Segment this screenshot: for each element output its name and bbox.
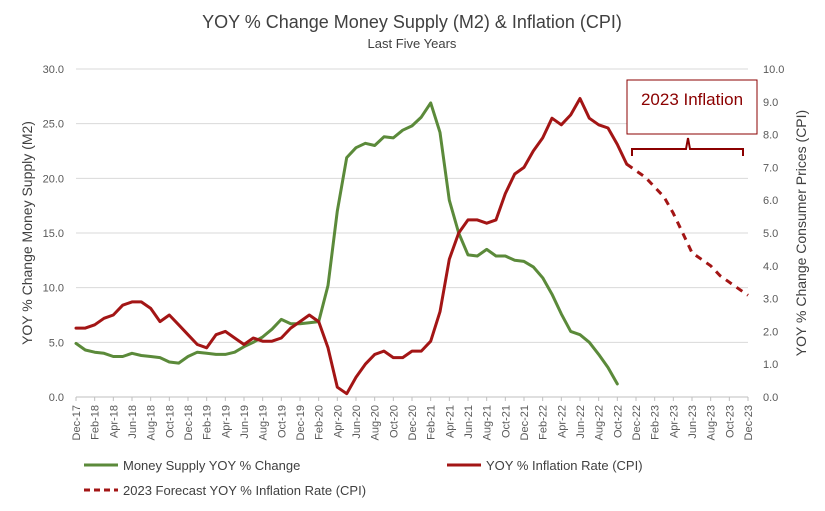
right-tick-label: 4.0 <box>763 261 778 273</box>
annotation-2023-inflation: 2023 Inflation <box>626 79 758 156</box>
annotation-brace <box>631 137 744 156</box>
x-tick-label: Feb-23 <box>650 405 662 440</box>
x-tick-label: Apr-19 <box>220 405 232 438</box>
x-tick-label: Oct-20 <box>388 405 400 438</box>
chart-title: YOY % Change Money Supply (M2) & Inflati… <box>202 12 622 32</box>
x-tick-label: Apr-18 <box>108 405 120 438</box>
legend-label-forecast: 2023 Forecast YOY % Inflation Rate (CPI) <box>123 483 366 498</box>
right-tick-label: 1.0 <box>763 359 778 371</box>
right-tick-label: 7.0 <box>763 162 778 174</box>
x-tick-label: Jun-18 <box>127 405 139 439</box>
series-line-2 <box>625 162 749 297</box>
left-tick-label: 5.0 <box>49 337 64 349</box>
series-line-0 <box>74 101 619 386</box>
right-tick-label: 10.0 <box>763 64 784 76</box>
x-tick-label: Apr-23 <box>668 405 680 438</box>
x-tick-label: Jun-21 <box>463 405 475 439</box>
left-axis-title: YOY % Change Money Supply (M2) <box>19 121 35 345</box>
left-tick-label: 0.0 <box>49 392 64 404</box>
legend-label-inflation: YOY % Inflation Rate (CPI) <box>486 458 643 473</box>
x-tick-label: Dec-22 <box>631 405 643 440</box>
x-tick-label: Jun-22 <box>575 405 587 439</box>
x-tick-label: Feb-19 <box>202 405 214 440</box>
x-tick-label: Jun-20 <box>351 405 363 439</box>
right-tick-label: 2.0 <box>763 326 778 338</box>
x-tick-label: Oct-18 <box>164 405 176 438</box>
chart-subtitle: Last Five Years <box>368 36 457 51</box>
x-tick-label: Aug-18 <box>146 405 158 440</box>
left-tick-label: 15.0 <box>43 228 64 240</box>
x-tick-label: Dec-20 <box>407 405 419 440</box>
x-tick-label: Aug-23 <box>706 405 718 440</box>
x-tick-label: Feb-21 <box>426 405 438 440</box>
legend: Money Supply YOY % Change YOY % Inflatio… <box>84 458 643 498</box>
series-line-1 <box>74 97 629 396</box>
right-tick-label: 3.0 <box>763 294 778 306</box>
x-tick-label: Aug-21 <box>482 405 494 440</box>
gridlines <box>76 68 748 398</box>
right-tick-label: 8.0 <box>763 130 778 142</box>
x-tick-label: Apr-21 <box>444 405 456 438</box>
series-layer <box>74 97 749 396</box>
x-tick-label: Jun-23 <box>687 405 699 439</box>
right-tick-label: 9.0 <box>763 97 778 109</box>
x-tick-label: Aug-19 <box>258 405 270 440</box>
x-axis-ticks: Dec-17 Feb-18 Apr-18 Jun-18 Aug-18 Oct-18 Dec-… <box>71 397 755 440</box>
x-tick-label: Aug-22 <box>594 405 606 440</box>
right-tick-label: 6.0 <box>763 195 778 207</box>
left-tick-label: 20.0 <box>43 173 64 185</box>
left-axis-ticks: 0.0 5.0 10.0 15.0 20.0 25.0 30.0 <box>43 64 64 404</box>
x-tick-label: Oct-19 <box>276 405 288 438</box>
right-tick-label: 5.0 <box>763 228 778 240</box>
x-tick-label: Dec-21 <box>519 405 531 440</box>
x-tick-label: Oct-22 <box>612 405 624 438</box>
x-tick-label: Apr-20 <box>332 405 344 438</box>
x-tick-label: Feb-20 <box>314 405 326 440</box>
left-tick-label: 25.0 <box>43 119 64 131</box>
x-tick-label: Dec-18 <box>183 405 195 440</box>
x-tick-label: Feb-18 <box>90 405 102 440</box>
x-tick-label: Oct-21 <box>500 405 512 438</box>
x-tick-label: Dec-17 <box>71 405 83 440</box>
right-tick-label: 0.0 <box>763 392 778 404</box>
left-tick-label: 30.0 <box>43 64 64 76</box>
right-axis-title: YOY % Change Consumer Prices (CPI) <box>793 110 809 356</box>
x-tick-label: Oct-23 <box>724 405 736 438</box>
x-tick-label: Dec-19 <box>295 405 307 440</box>
x-tick-label: Jun-19 <box>239 405 251 439</box>
left-tick-label: 10.0 <box>43 283 64 295</box>
x-tick-label: Aug-20 <box>370 405 382 440</box>
annotation-box <box>626 79 758 135</box>
annotation-text: 2023 Inflation <box>641 90 743 109</box>
x-tick-label: Apr-22 <box>556 405 568 438</box>
right-axis-ticks: 0.0 1.0 2.0 3.0 4.0 5.0 6.0 7.0 8.0 9.0 10.0 <box>763 64 784 404</box>
legend-label-money-supply: Money Supply YOY % Change <box>123 458 300 473</box>
x-tick-label: Feb-22 <box>538 405 550 440</box>
x-tick-label: Dec-23 <box>743 405 755 440</box>
